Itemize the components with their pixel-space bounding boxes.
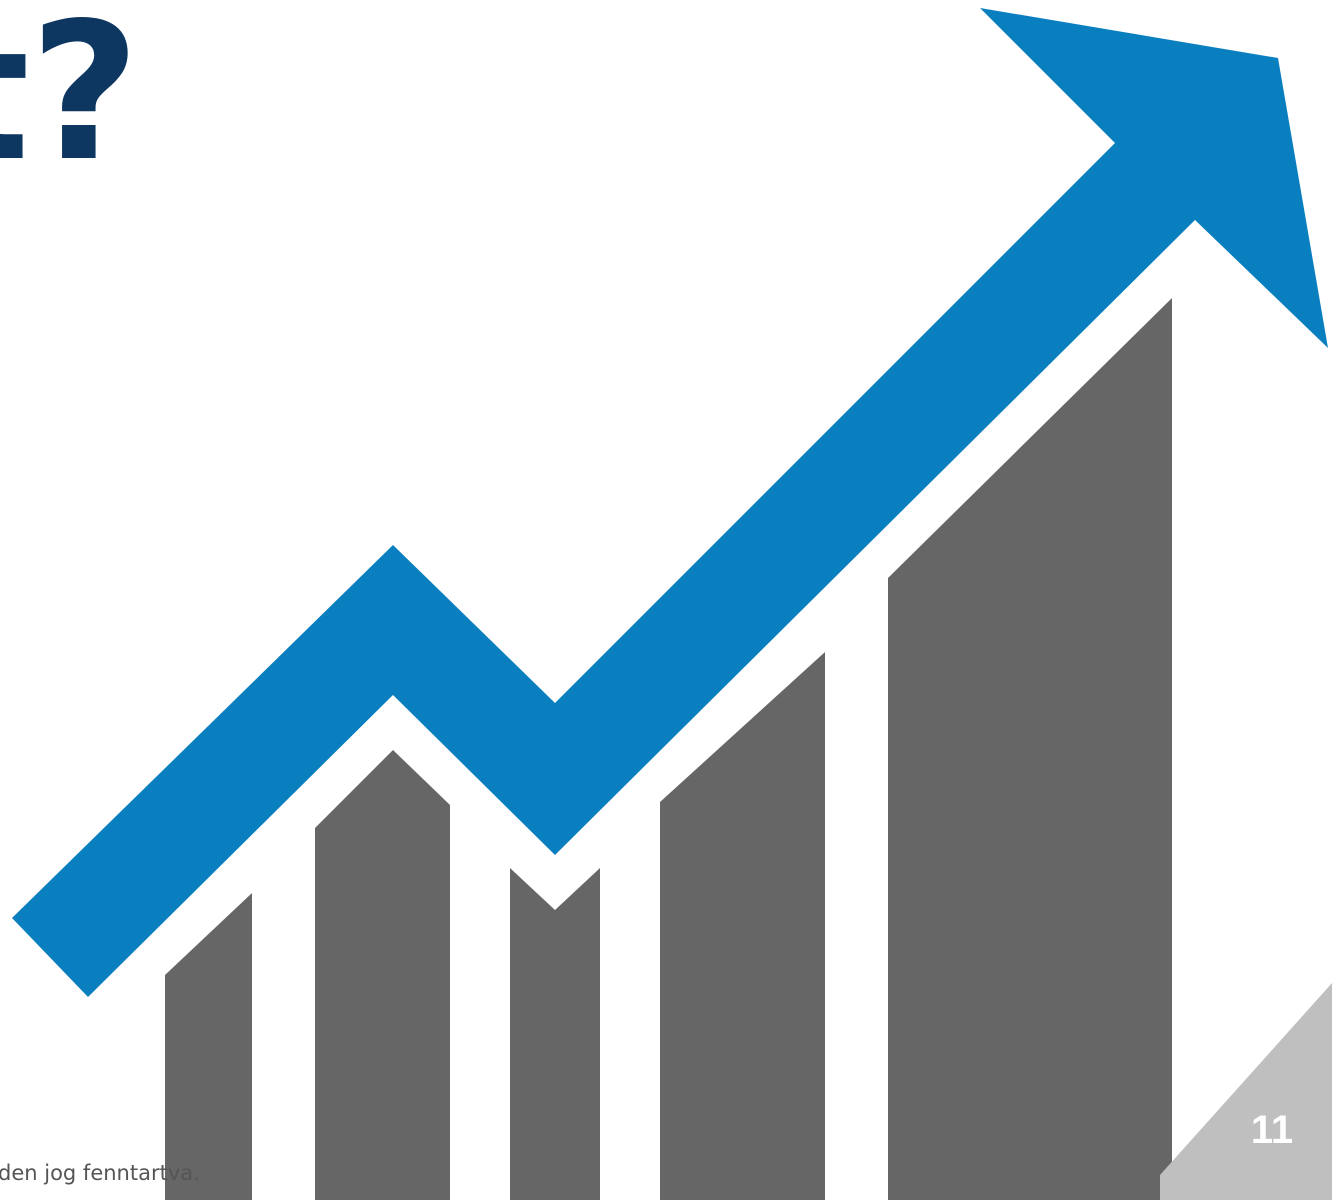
- icon-bar: [888, 298, 1172, 1200]
- corner-shape: [1160, 983, 1332, 1200]
- icon-arrow: [12, 8, 1328, 997]
- footer-text: den jog fenntartva.: [0, 1161, 200, 1185]
- slide-title: ot?: [0, 0, 140, 203]
- icon-bar: [315, 750, 450, 1200]
- icon-bar: [510, 868, 600, 1200]
- icon-bar: [660, 652, 825, 1200]
- icon-bar: [165, 893, 252, 1200]
- page-number: 11: [1251, 1108, 1293, 1152]
- growth-icon: [12, 8, 1328, 1200]
